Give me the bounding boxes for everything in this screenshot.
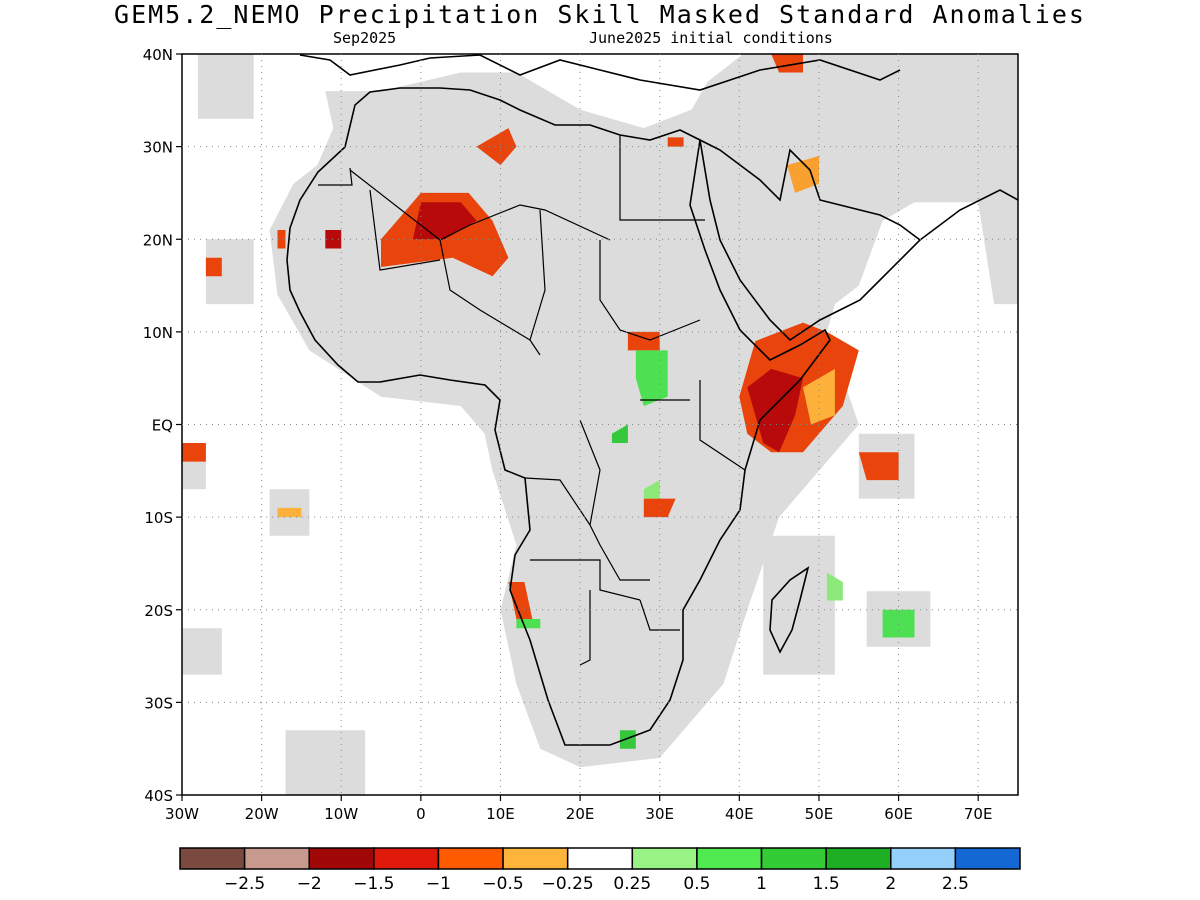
- colorbar-label: −2: [297, 874, 322, 894]
- lon-tick-label: 70E: [964, 805, 993, 823]
- colorbar-swatch: [631, 847, 698, 870]
- colorbar-swatch: [696, 847, 763, 870]
- anomaly-mauritius-green: [882, 609, 915, 638]
- lon-tick-label: 10W: [324, 805, 358, 823]
- lon-tick-label: 60E: [884, 805, 913, 823]
- colorbar-swatch: [308, 847, 375, 870]
- colorbar-label: 1: [756, 874, 767, 894]
- anomaly-arabia-gulf: [787, 155, 819, 193]
- colorbar-label: 0.25: [613, 874, 651, 894]
- colorbar-label: 2.5: [942, 874, 969, 894]
- colorbar-swatch: [760, 847, 827, 870]
- colorbar-swatch: [437, 847, 504, 870]
- lat-tick-label: 40N: [143, 46, 173, 64]
- colorbar-swatch: [954, 847, 1021, 870]
- lat-tick-label: 10S: [144, 509, 173, 527]
- colorbar-label: −0.5: [482, 874, 523, 894]
- colorbar-label: −1: [426, 874, 451, 894]
- colorbar-swatch: [825, 847, 892, 870]
- lon-tick-label: 30W: [165, 805, 199, 823]
- anomaly-namibia-green: [516, 619, 541, 629]
- lon-tick-label: 30E: [645, 805, 674, 823]
- lat-tick-label: 10N: [143, 324, 173, 342]
- africa-borders: [318, 135, 746, 666]
- anomaly-central-africa-green: [635, 350, 668, 406]
- mask-region-5: [205, 239, 254, 305]
- lat-tick-label: 20N: [143, 231, 173, 249]
- map-title: GEM5.2_NEMO Precipitation Skill Masked S…: [114, 0, 1086, 29]
- anomaly-sahel-central-core: [412, 202, 477, 240]
- anomaly-turkey-east: [771, 54, 803, 73]
- anomaly-horn-core: [747, 368, 803, 453]
- lon-tick-label: 40E: [725, 805, 754, 823]
- anomaly-layer: [182, 54, 915, 749]
- lon-tick-label: 50E: [805, 805, 834, 823]
- lon-tick-label: 0: [416, 805, 426, 823]
- anomaly-namibia-coast: [508, 582, 533, 619]
- anomaly-congo-small-green: [611, 424, 628, 443]
- anomaly-tanzania-lake: [643, 498, 676, 518]
- anomaly-malawi-green: [643, 480, 660, 499]
- med-north-coast: [429, 54, 901, 91]
- colorbar-label: 1.5: [813, 874, 840, 894]
- coastline-layer: [286, 54, 1018, 746]
- skill-mask-layer: [182, 54, 1018, 795]
- anomaly-egypt-coast: [667, 137, 684, 147]
- lat-tick-label: 30N: [143, 139, 173, 157]
- colorbar-label: −0.25: [542, 874, 594, 894]
- colorbar-label: 2: [885, 874, 896, 894]
- colorbar-swatch: [373, 847, 440, 870]
- colorbar-label: 0.5: [683, 874, 710, 894]
- anomaly-sa-south-green: [619, 730, 636, 749]
- colorbar-swatch: [243, 847, 310, 870]
- anomaly-south-sudan-cluster: [627, 331, 660, 351]
- asia-coast: [919, 189, 1018, 241]
- lon-tick-label: 10E: [486, 805, 515, 823]
- africa-coastline: [286, 87, 831, 746]
- colorbar-swatch: [179, 847, 246, 870]
- lat-tick-label: 30S: [144, 694, 173, 712]
- colorbar-swatch: [890, 847, 957, 870]
- lat-tick-label: EQ: [152, 417, 173, 435]
- lon-tick-label: 20W: [245, 805, 279, 823]
- anomaly-mauritania-west: [325, 230, 342, 249]
- graticule: [182, 54, 1018, 795]
- colorbar: −2.5 −2 −1.5 −1 −0.5 −0.25 0.25 0.5 1 1.5 2 2.5: [179, 847, 1021, 894]
- madagascar-coastline: [769, 566, 810, 654]
- anomaly-gulf-of-guinea-edge: [182, 443, 206, 462]
- iberia-coast: [299, 54, 431, 76]
- anomaly-cape-verde-red: [205, 257, 222, 277]
- initial-conditions: June2025 initial conditions: [589, 29, 833, 47]
- anomaly-tunisia-libya: [476, 128, 517, 166]
- colorbar-swatch: [566, 847, 634, 870]
- colorbar-swatch: [502, 847, 569, 870]
- anomaly-madagascar-east-green: [826, 572, 843, 601]
- anomaly-seychelles-east: [858, 452, 899, 481]
- anomaly-western-sahara: [277, 230, 286, 249]
- arabia-coastline: [698, 138, 922, 342]
- mask-region-2: [182, 628, 222, 675]
- lat-tick-label: 20S: [144, 602, 173, 620]
- forecast-month: Sep2025: [333, 29, 397, 47]
- lat-tick-label: 40S: [144, 787, 173, 805]
- lon-tick-label: 20E: [566, 805, 595, 823]
- mask-region-4: [197, 54, 254, 119]
- colorbar-label: −2.5: [224, 874, 265, 894]
- mask-region-3: [285, 730, 366, 795]
- anomaly-atlantic-south-small: [277, 507, 302, 518]
- colorbar-label: −1.5: [353, 874, 394, 894]
